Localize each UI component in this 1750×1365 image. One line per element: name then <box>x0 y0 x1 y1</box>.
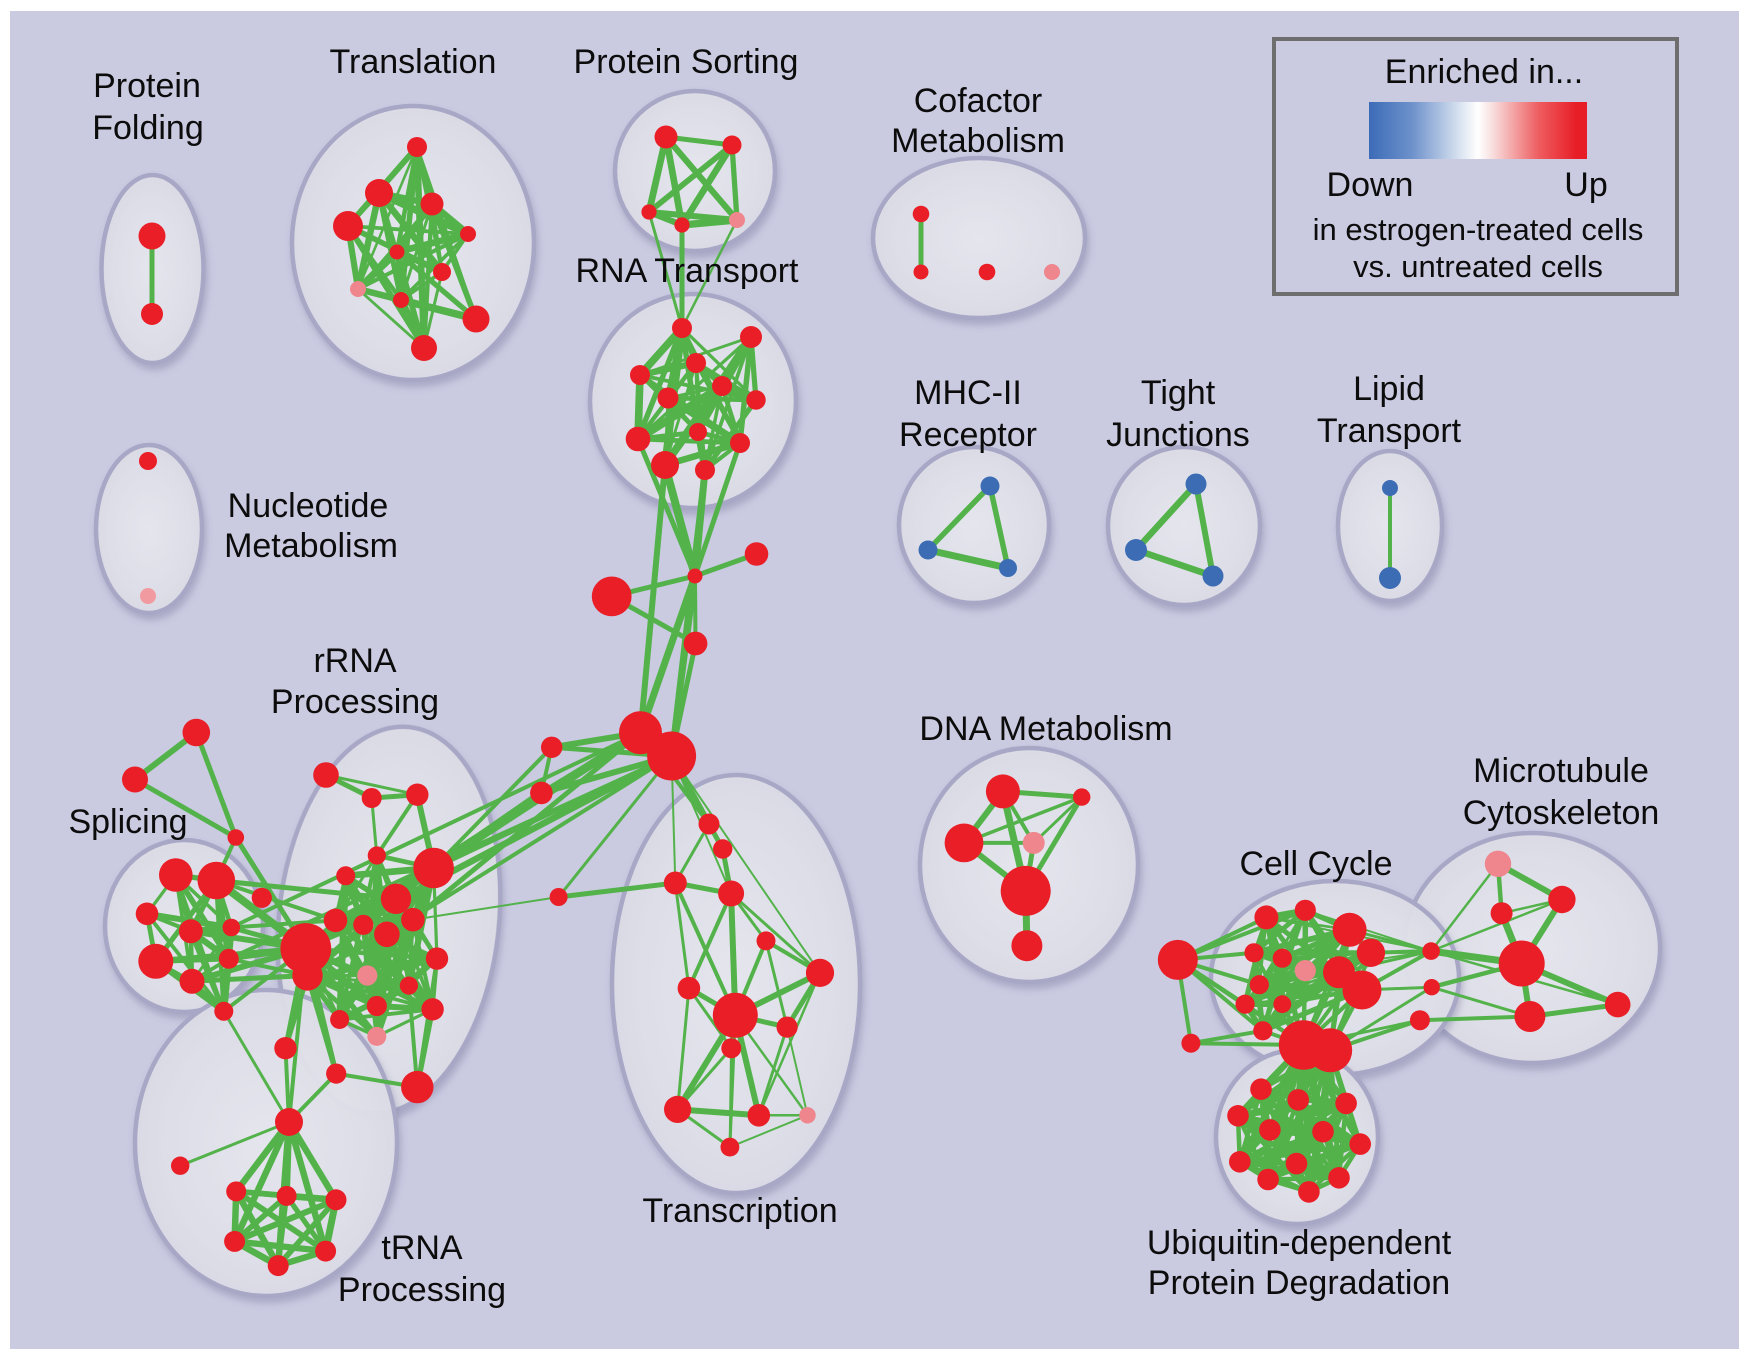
svg-text:Tight: Tight <box>1141 374 1216 412</box>
svg-text:Junctions: Junctions <box>1106 416 1250 454</box>
svg-text:MHC-II: MHC-II <box>914 374 1022 412</box>
svg-text:rRNA: rRNA <box>313 642 396 680</box>
svg-text:Transport: Transport <box>1317 412 1462 450</box>
svg-text:tRNA: tRNA <box>381 1229 463 1267</box>
svg-text:Translation: Translation <box>330 43 497 81</box>
svg-text:Nucleotide: Nucleotide <box>228 487 389 525</box>
svg-text:Metabolism: Metabolism <box>224 527 398 565</box>
svg-text:vs. untreated cells: vs. untreated cells <box>1353 249 1603 284</box>
svg-text:Lipid: Lipid <box>1353 370 1425 408</box>
svg-text:Receptor: Receptor <box>899 416 1037 454</box>
svg-text:Ubiquitin-dependent: Ubiquitin-dependent <box>1147 1224 1452 1262</box>
svg-text:DNA Metabolism: DNA Metabolism <box>919 710 1172 748</box>
svg-text:Folding: Folding <box>92 109 204 147</box>
svg-text:Cofactor: Cofactor <box>914 82 1043 120</box>
svg-text:Protein Degradation: Protein Degradation <box>1148 1264 1450 1302</box>
svg-text:Microtubule: Microtubule <box>1473 752 1649 790</box>
svg-text:Enriched in...: Enriched in... <box>1385 53 1583 91</box>
svg-text:Down: Down <box>1327 166 1414 204</box>
svg-text:Cell Cycle: Cell Cycle <box>1239 845 1392 883</box>
svg-text:Protein Sorting: Protein Sorting <box>574 43 799 81</box>
svg-text:Processing: Processing <box>338 1271 506 1309</box>
svg-text:RNA Transport: RNA Transport <box>576 252 800 290</box>
svg-text:in estrogen-treated cells: in estrogen-treated cells <box>1313 212 1644 247</box>
svg-text:Cytoskeleton: Cytoskeleton <box>1463 794 1660 832</box>
svg-text:Protein: Protein <box>93 67 201 105</box>
svg-text:Processing: Processing <box>271 683 439 721</box>
svg-text:Splicing: Splicing <box>68 803 187 841</box>
svg-text:Up: Up <box>1564 166 1607 204</box>
svg-text:Transcription: Transcription <box>642 1192 837 1230</box>
svg-text:Metabolism: Metabolism <box>891 122 1065 160</box>
